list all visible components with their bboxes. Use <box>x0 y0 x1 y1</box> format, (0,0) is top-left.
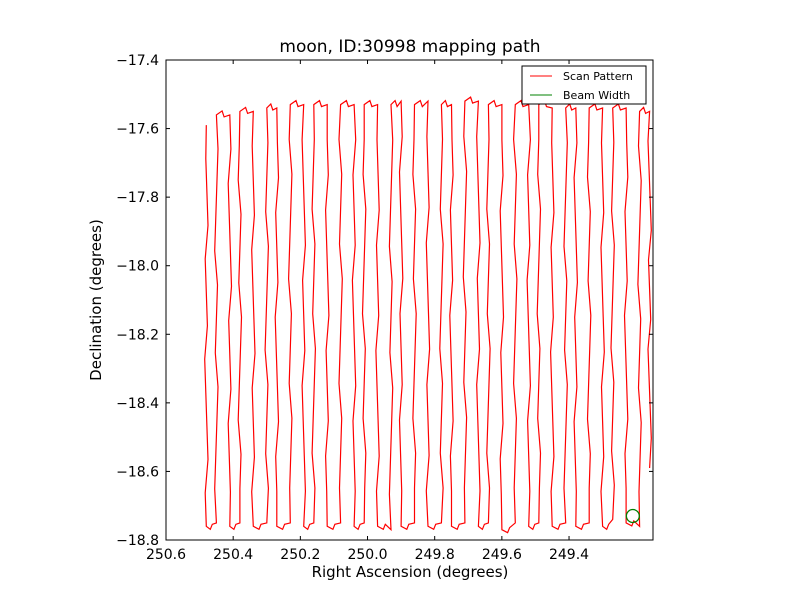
legend-label-beam-width: Beam Width <box>563 89 630 102</box>
x-tick-label: 249.4 <box>549 547 589 563</box>
y-tick-label: −18.6 <box>116 464 159 480</box>
beam-width-circle <box>625 508 640 524</box>
legend-box <box>521 65 647 105</box>
x-tick-label: 250.2 <box>280 547 320 563</box>
plot-series-layer <box>204 96 652 534</box>
scan-pattern-line <box>204 96 652 534</box>
y-tick-label: −17.4 <box>116 53 159 69</box>
x-tick-label: 250.6 <box>146 547 186 563</box>
chart-title: moon, ID:30998 mapping path <box>279 37 540 57</box>
y-tick-label: −18.4 <box>116 396 159 412</box>
x-tick-label: 249.8 <box>415 547 455 563</box>
y-axis-label: Declination (degrees) <box>87 219 105 381</box>
x-tick-label: 250.0 <box>347 547 387 563</box>
y-tick-label: −18.0 <box>116 259 159 275</box>
x-tick-label: 249.6 <box>482 547 522 563</box>
x-axis-label: Right Ascension (degrees) <box>312 563 509 581</box>
plot-frame <box>165 59 654 541</box>
y-tick-label: −17.6 <box>116 122 159 138</box>
chart-legend: Scan Pattern Beam Width <box>521 65 647 105</box>
y-tick-label: −17.8 <box>116 190 159 206</box>
y-tick-label: −18.2 <box>116 327 159 343</box>
axis-ticks: 250.6 250.4 250.2 250.0 249.8 249.6 249.4 −17.4… <box>116 53 653 563</box>
x-tick-label: 250.4 <box>213 547 253 563</box>
y-tick-label: −18.8 <box>116 533 159 549</box>
legend-label-scan-pattern: Scan Pattern <box>563 70 633 83</box>
